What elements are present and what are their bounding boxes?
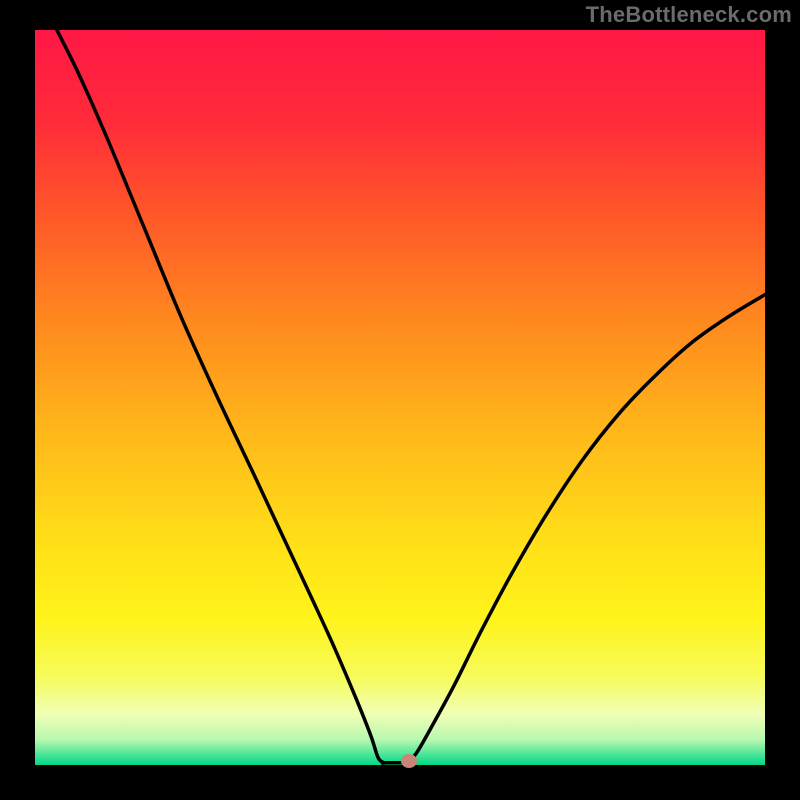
minimum-marker-dot bbox=[401, 754, 417, 768]
watermark-text: TheBottleneck.com bbox=[586, 2, 792, 28]
line-chart bbox=[35, 30, 765, 765]
chart-root: { "watermark": { "text": "TheBottleneck.… bbox=[0, 0, 800, 800]
plot-area bbox=[35, 30, 765, 765]
bottleneck-curve bbox=[57, 30, 765, 764]
